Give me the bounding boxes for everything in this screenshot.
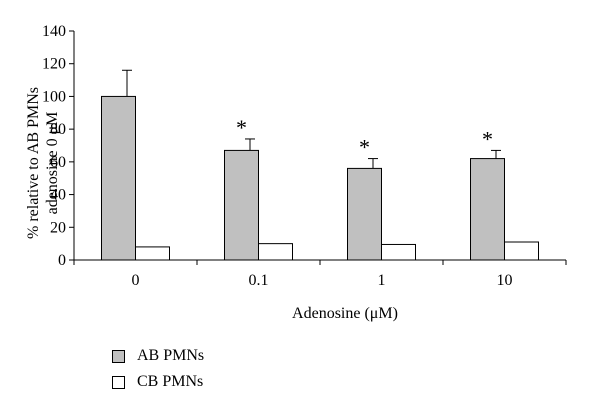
legend-swatch-ab bbox=[112, 349, 125, 363]
x-tick-label-2: 1 bbox=[378, 272, 386, 289]
legend-label-cb: CB PMNs bbox=[137, 373, 204, 390]
legend-item-ab: AB PMNs bbox=[112, 347, 204, 365]
y-tick-label-2: 40 bbox=[50, 187, 66, 204]
bar-0-0 bbox=[101, 95, 136, 261]
y-tick-label-0: 0 bbox=[58, 252, 66, 269]
x-tick-label-3: 10 bbox=[497, 272, 513, 289]
bars bbox=[101, 69, 539, 261]
bar-0-1 bbox=[224, 149, 259, 261]
y-tick-label-7: 140 bbox=[42, 23, 66, 40]
significance-marker-3: * bbox=[482, 126, 493, 151]
y-tick-label-3: 60 bbox=[50, 154, 66, 171]
y-tick-label-5: 100 bbox=[42, 88, 66, 105]
y-tick-label-4: 80 bbox=[50, 121, 66, 138]
legend-item-cb: CB PMNs bbox=[112, 373, 203, 391]
bar-0-3 bbox=[470, 158, 505, 261]
x-tick-label-1: 0.1 bbox=[249, 272, 269, 289]
bar-1-1 bbox=[258, 243, 293, 261]
y-axis-label-line1: % relative to AB PMNs bbox=[25, 87, 42, 239]
legend-swatch-cb bbox=[112, 375, 125, 389]
x-tick-label-0: 0 bbox=[132, 272, 140, 289]
bar-1-2 bbox=[381, 243, 416, 261]
significance-marker-1: * bbox=[236, 115, 247, 140]
labels: 0 20 40 60 80 100 120 140 0 0.1 * 1 * 10 * bbox=[42, 23, 513, 289]
legend-label-ab: AB PMNs bbox=[137, 347, 205, 364]
y-axis-label-line2: adenosine 0 μM bbox=[44, 112, 61, 215]
significance-marker-2: * bbox=[359, 135, 370, 160]
x-axis-label: Adenosine (μM) bbox=[292, 305, 398, 322]
bar-1-0 bbox=[135, 246, 170, 261]
y-tick-label-1: 20 bbox=[50, 219, 66, 236]
bar-0-2 bbox=[347, 167, 382, 261]
y-tick-label-6: 120 bbox=[42, 56, 66, 73]
bar-1-3 bbox=[504, 241, 539, 261]
